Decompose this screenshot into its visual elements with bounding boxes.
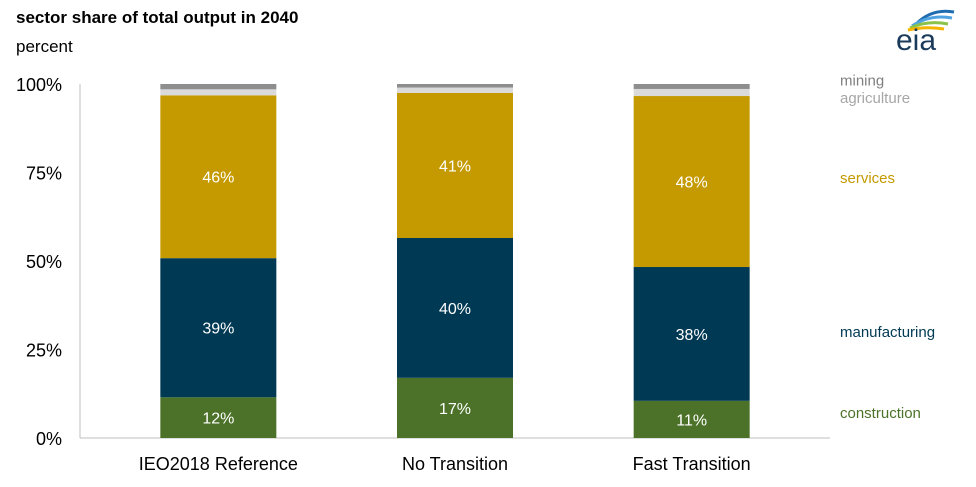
bar-segment-services [633, 96, 750, 268]
bar-segment-services [160, 95, 277, 259]
logo-text: eia [896, 24, 936, 54]
eia-logo-icon: eia [896, 9, 955, 54]
bar-segment-manufacturing [160, 258, 277, 398]
bar-segment-construction [633, 400, 750, 438]
chart-subtitle: percent [16, 37, 73, 56]
bar-segment-agriculture [633, 88, 750, 97]
legend-label-agriculture: agriculture [840, 90, 910, 107]
x-tick-label: IEO2018 Reference [139, 454, 298, 474]
legend-label-construction: construction [840, 405, 921, 422]
y-tick-label: 0% [36, 429, 62, 449]
bar-segment-agriculture [160, 89, 277, 96]
x-tick-label: No Transition [402, 454, 508, 474]
y-tick-label: 25% [26, 341, 62, 361]
bar-segment-agriculture [397, 87, 513, 93]
bar-segment-manufacturing [633, 267, 750, 401]
data-label: 41% [439, 158, 471, 175]
x-tick-label: Fast Transition [633, 454, 751, 474]
bar-segment-manufacturing [397, 237, 513, 378]
bar-segment-construction [397, 377, 513, 438]
bar-segment-services [397, 92, 513, 238]
data-label: 40% [439, 301, 471, 318]
data-label: 11% [676, 412, 707, 429]
chart-title: sector share of total output in 2040 [16, 8, 299, 27]
data-label: 48% [676, 175, 708, 192]
data-label: 12% [202, 411, 234, 428]
bar-segment-mining [633, 84, 750, 89]
bar-segment-construction [160, 397, 277, 438]
legend-label-mining: mining [840, 72, 884, 89]
bar-segment-mining [397, 84, 513, 88]
data-label: 38% [676, 327, 708, 344]
legend-label-services: services [840, 170, 895, 187]
legend-label-manufacturing: manufacturing [840, 324, 935, 341]
y-tick-label: 50% [26, 252, 62, 272]
data-label: 46% [202, 170, 234, 187]
bar-segment-mining [160, 84, 277, 90]
data-label: 39% [202, 321, 234, 338]
y-tick-label: 100% [16, 75, 62, 95]
data-label: 17% [439, 401, 471, 418]
y-tick-label: 75% [26, 164, 62, 184]
